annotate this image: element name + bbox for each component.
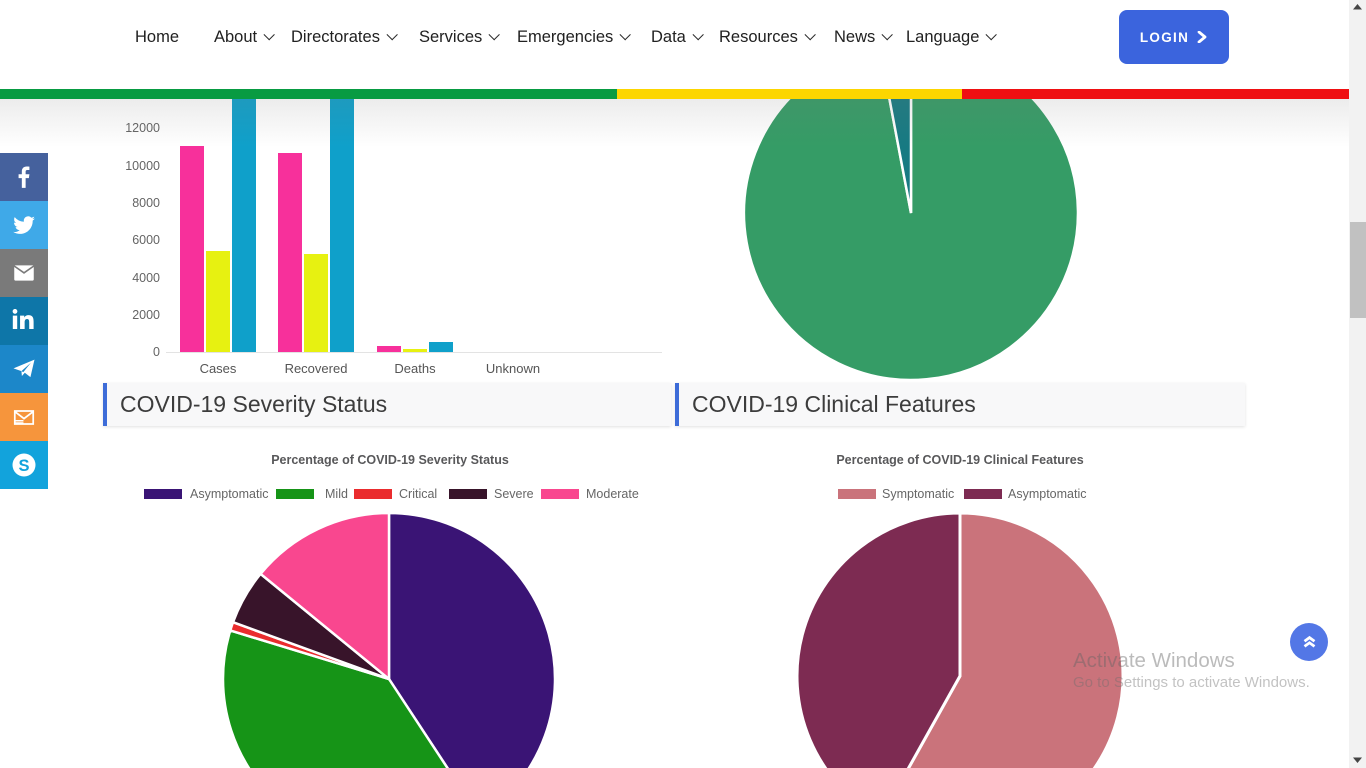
svg-text:S: S [18, 457, 29, 475]
